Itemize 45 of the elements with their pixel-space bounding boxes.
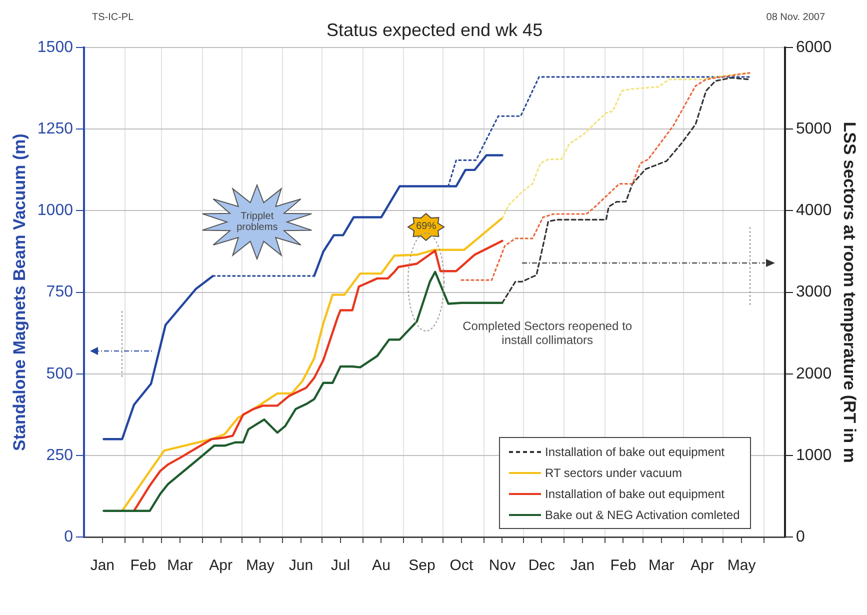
- y2-tick-label: 6000: [796, 39, 832, 56]
- legend-label: RT sectors under vacuum: [545, 466, 682, 480]
- x-tick-label: Jun: [288, 557, 314, 574]
- x-tick-label: Au: [372, 557, 390, 574]
- y2-tick-label: 4000: [796, 202, 832, 220]
- y2-axis-title: LSS sectors at room temperature (RT in m: [840, 122, 860, 463]
- x-tick-label: Mar: [648, 557, 674, 574]
- y-tick-label: 0: [64, 528, 74, 546]
- x-tick-label: Feb: [610, 557, 636, 574]
- annotation: 69%: [416, 221, 436, 232]
- y-tick-label: 750: [46, 284, 74, 301]
- y-tick-label: 1000: [37, 202, 74, 220]
- y-tick-label: 500: [46, 365, 74, 382]
- x-tick-label: Mar: [167, 557, 193, 574]
- x-tick-label: Apr: [690, 557, 714, 574]
- x-tick-label: Oct: [450, 557, 474, 574]
- y2-tick-label: 0: [796, 528, 806, 546]
- x-tick-label: Nov: [488, 557, 516, 574]
- y-axis-title: Standalone Magnets Beam Vacuum (m): [10, 134, 29, 452]
- x-tick-label: Jul: [330, 557, 350, 574]
- x-tick-label: Sep: [408, 557, 436, 574]
- x-tick-label: Dec: [528, 557, 556, 574]
- x-tick-label: Feb: [130, 557, 156, 574]
- y2-tick-label: 1000: [796, 446, 832, 464]
- chart-title: Status expected end wk 45: [326, 20, 543, 40]
- x-tick-label: May: [246, 557, 275, 574]
- legend-label: Bake out & NEG Activation comleted: [545, 508, 740, 522]
- legend-label: Installation of bake out equipment: [545, 486, 724, 500]
- x-tick-label: May: [727, 557, 756, 574]
- x-tick-label: Jan: [90, 557, 114, 574]
- x-tick-label: Apr: [209, 557, 232, 574]
- y-tick-label: 1250: [37, 120, 74, 138]
- y2-tick-label: 3000: [796, 284, 832, 301]
- y2-tick-label: 5000: [796, 120, 832, 138]
- line-series: [501, 76, 750, 304]
- y-tick-label: 1500: [37, 39, 74, 56]
- annotation: Tripplet problems: [236, 210, 279, 233]
- text: TS-IC-PL: [92, 12, 134, 23]
- y2-tick-label: 2000: [796, 365, 832, 382]
- x-tick-label: Jan: [570, 557, 595, 574]
- text: 08 Nov. 2007: [766, 12, 826, 23]
- y-tick-label: 250: [46, 446, 74, 464]
- legend-label: Installation of bake out equipment: [545, 444, 724, 458]
- line-series: [460, 72, 750, 281]
- annotation: Completed Sectors reopened to install collimators: [462, 318, 632, 347]
